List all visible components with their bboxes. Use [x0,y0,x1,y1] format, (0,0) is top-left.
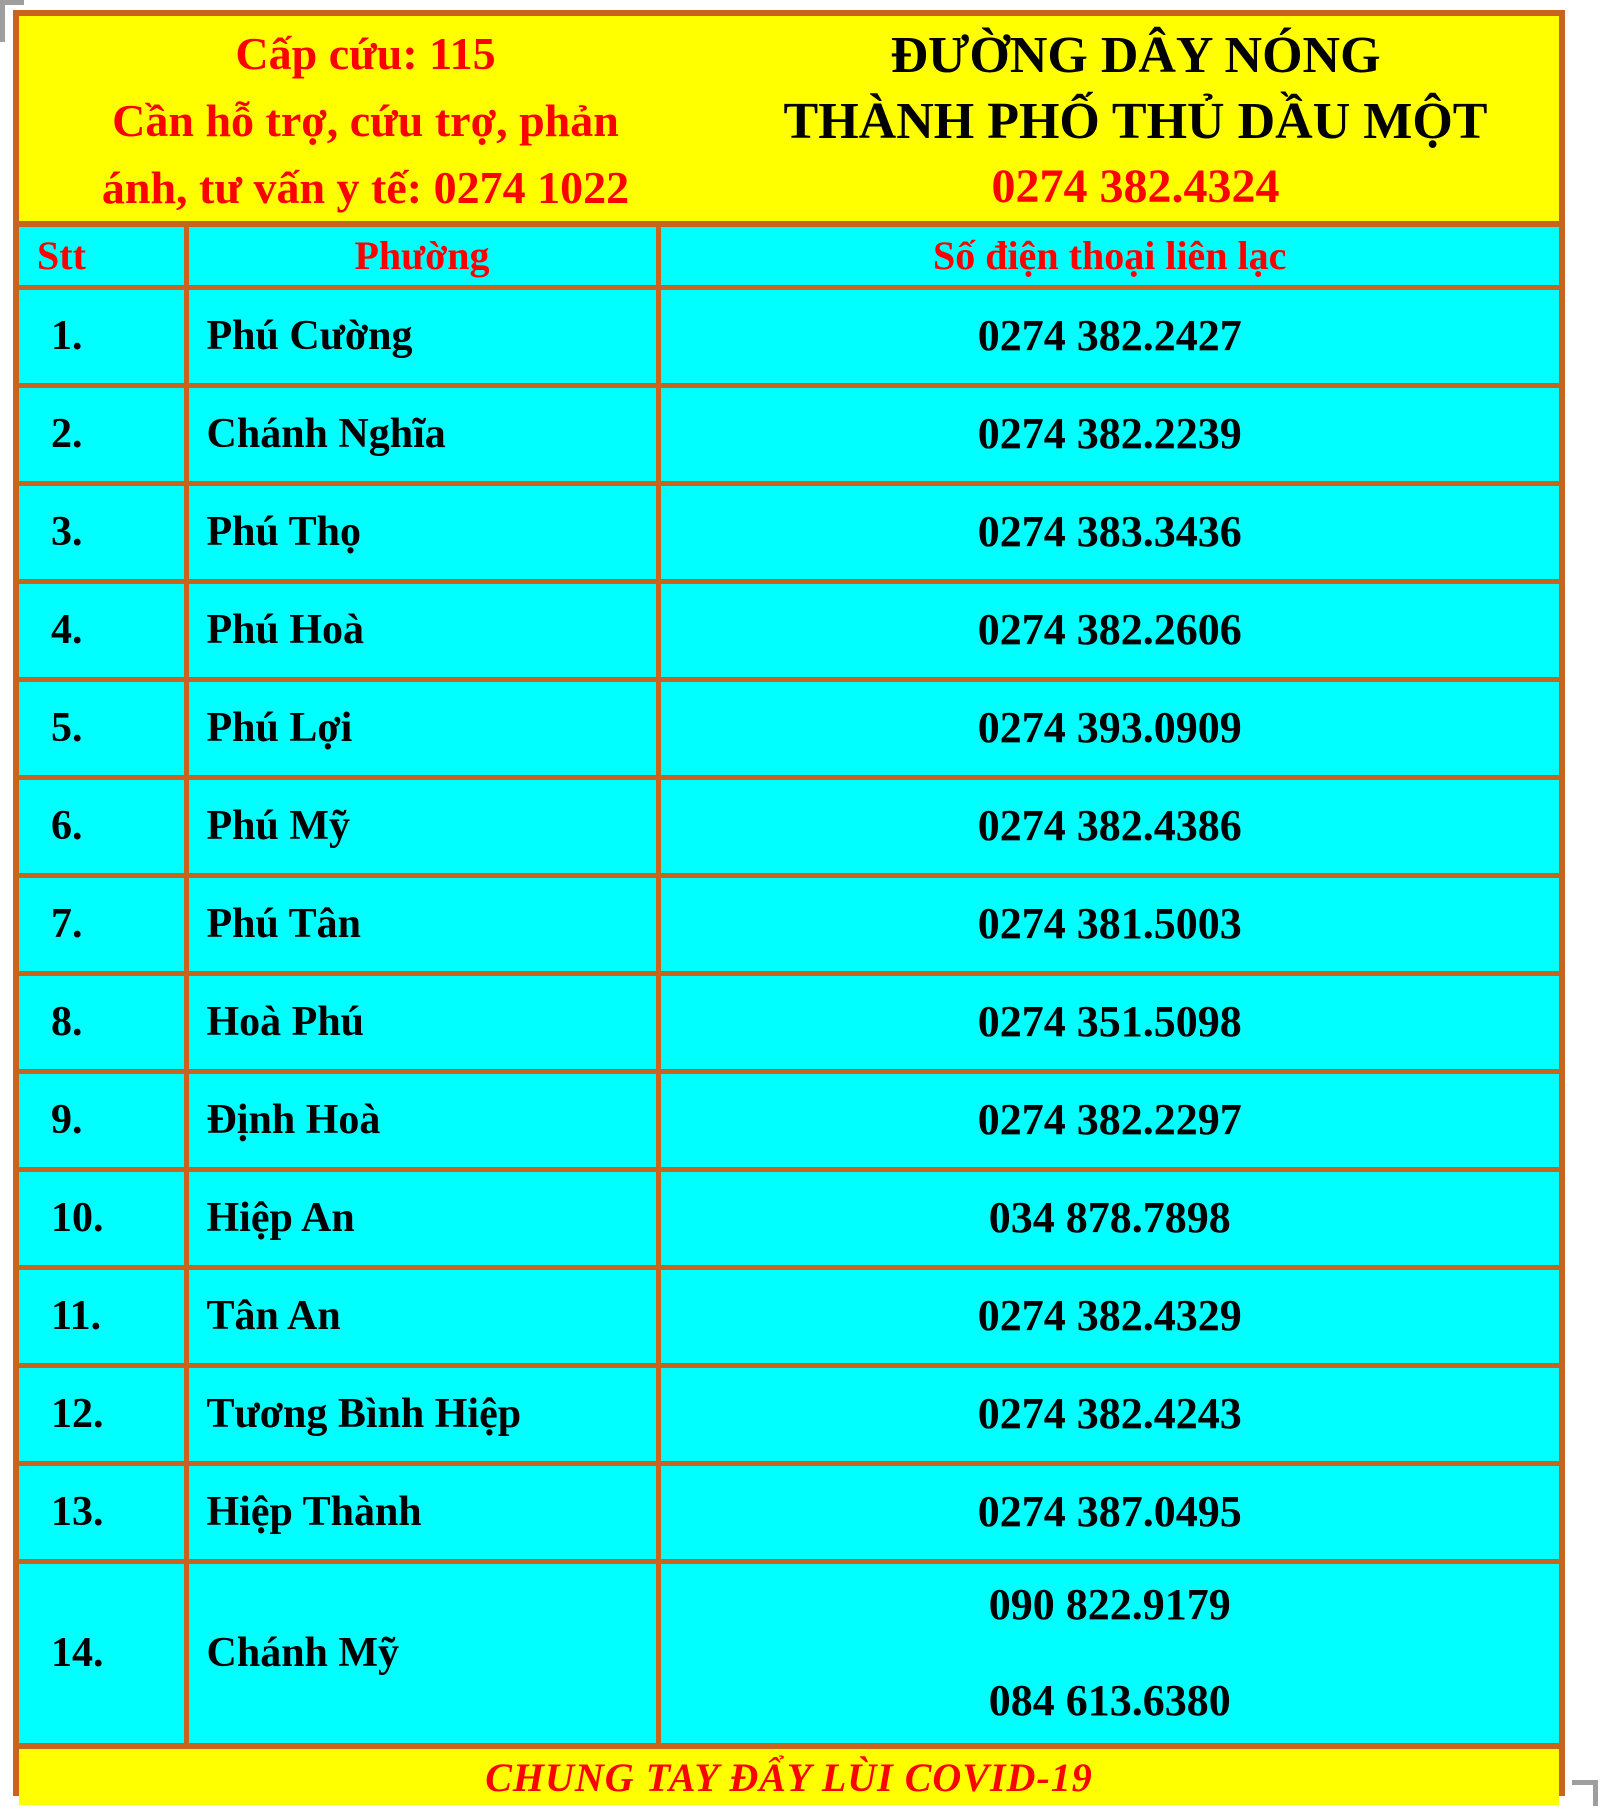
table-row: 9. Định Hoà 0274 382.2297 [19,1068,1559,1172]
table-row: 1. Phú Cường 0274 382.2427 [19,284,1559,388]
phone-number: 0274 393.0909 [977,702,1242,752]
phone-number: 0274 382.2427 [977,310,1242,360]
row-ward-name: Định Hoà [183,1068,661,1172]
covid-slogan: CHUNG TAY ĐẨY LÙI COVID-19 [485,1754,1093,1800]
table-row: 5. Phú Lợi 0274 393.0909 [19,676,1559,780]
hotline-table-body: 1. Phú Cường 0274 382.2427 2. Chánh Nghĩa 027… [19,284,1559,1743]
table-row: 8. Hoà Phú 0274 351.5098 [19,970,1559,1074]
row-ward-name: Chánh Mỹ [183,1558,661,1743]
row-index: 12. [19,1362,189,1466]
bottom-banner: CHUNG TAY ĐẨY LÙI COVID-19 [19,1743,1559,1805]
phone-number: 0274 351.5098 [977,996,1242,1046]
row-ward-name: Tương Bình Hiệp [183,1362,661,1466]
emergency-line-1: Cấp cứu: 115 [235,28,496,79]
row-index: 10. [19,1166,189,1270]
phone-number: 0274 383.3436 [977,506,1242,556]
emergency-line-3: ánh, tư vấn y tế: 0274 1022 [101,162,630,213]
row-index: 5. [19,676,189,780]
hotline-poster: Cấp cứu: 115 Cần hỗ trợ, cứu trợ, phản á… [13,10,1565,1805]
row-phone-cell: 0274 351.5098 [655,970,1559,1074]
table-row: 11. Tân An 0274 382.4329 [19,1264,1559,1368]
top-banner: Cấp cứu: 115 Cần hỗ trợ, cứu trợ, phản á… [19,16,1559,227]
table-row: 4. Phú Hoà 0274 382.2606 [19,578,1559,682]
phone-number: 084 613.6380 [988,1676,1231,1726]
row-phone-cell: 0274 381.5003 [655,872,1559,976]
row-ward-name: Phú Cường [183,284,661,388]
row-phone-cell: 0274 382.2606 [655,578,1559,682]
row-index: 8. [19,970,189,1074]
phone-number: 0274 382.2297 [977,1094,1242,1144]
row-phone-cell: 090 822.9179 084 613.6380 [655,1558,1559,1743]
row-phone-cell: 0274 382.2239 [655,382,1559,486]
table-row: 10. Hiệp An 034 878.7898 [19,1166,1559,1270]
phone-number: 0274 382.4386 [977,800,1242,850]
row-ward-name: Tân An [183,1264,661,1368]
table-header-row: Stt Phường Số điện thoại liên lạc [19,227,1559,290]
row-index: 3. [19,480,189,584]
phone-number: 0274 381.5003 [977,898,1242,948]
table-header: Stt Phường Số điện thoại liên lạc [19,227,1559,290]
column-header-ward: Phường [183,227,661,290]
table-row: 3. Phú Thọ 0274 383.3436 [19,480,1559,584]
row-index: 7. [19,872,189,976]
phone-number: 090 822.9179 [988,1579,1231,1629]
row-index: 1. [19,284,189,388]
row-ward-name: Hiệp An [183,1166,661,1270]
phone-number: 0274 382.4243 [977,1388,1242,1438]
emergency-info-block: Cấp cứu: 115 Cần hỗ trợ, cứu trợ, phản á… [19,16,712,221]
row-phone-cell: 0274 382.4386 [655,774,1559,878]
row-phone-cell: 034 878.7898 [655,1166,1559,1270]
table-row: 14. Chánh Mỹ 090 822.9179 084 613.6380 [19,1558,1559,1743]
table-row: 7. Phú Tân 0274 381.5003 [19,872,1559,976]
table-row: 12. Tương Bình Hiệp 0274 382.4243 [19,1362,1559,1466]
row-phone-cell: 0274 387.0495 [655,1460,1559,1564]
row-ward-name: Chánh Nghĩa [183,382,661,486]
row-ward-name: Phú Tân [183,872,661,976]
city-hotline-block: ĐƯỜNG DÂY NÓNG THÀNH PHỐ THỦ DẦU MỘT 027… [712,19,1559,219]
phone-number: 0274 382.4329 [977,1290,1242,1340]
table-row: 2. Chánh Nghĩa 0274 382.2239 [19,382,1559,486]
column-header-stt: Stt [19,227,189,290]
row-phone-cell: 0274 382.2427 [655,284,1559,388]
row-ward-name: Phú Thọ [183,480,661,584]
row-index: 2. [19,382,189,486]
crop-mark-top-left [0,0,24,42]
row-phone-cell: 0274 383.3436 [655,480,1559,584]
row-phone-cell: 0274 382.2297 [655,1068,1559,1172]
emergency-line-2: Cần hỗ trợ, cứu trợ, phản [112,95,619,146]
hotline-phone-number: 0274 382.4324 [991,159,1280,213]
row-phone-cell: 0274 382.4329 [655,1264,1559,1368]
row-phone-cell: 0274 393.0909 [655,676,1559,780]
phone-number: 034 878.7898 [988,1192,1231,1242]
row-index: 11. [19,1264,189,1368]
ward-hotline-table: Stt Phường Số điện thoại liên lạc 1. Phú … [19,227,1559,1743]
table-row: 13. Hiệp Thành 0274 387.0495 [19,1460,1559,1564]
table-row: 6. Phú Mỹ 0274 382.4386 [19,774,1559,878]
row-index: 14. [19,1558,189,1743]
row-ward-name: Hoà Phú [183,970,661,1074]
row-phone-cell: 0274 382.4243 [655,1362,1559,1466]
row-ward-name: Phú Lợi [183,676,661,780]
row-ward-name: Hiệp Thành [183,1460,661,1564]
phone-number: 0274 382.2606 [977,604,1242,654]
hotline-title-line-1: ĐƯỜNG DÂY NÓNG [890,26,1381,84]
row-ward-name: Phú Hoà [183,578,661,682]
phone-number: 0274 382.2239 [977,408,1242,458]
row-index: 9. [19,1068,189,1172]
row-ward-name: Phú Mỹ [183,774,661,878]
column-header-phone: Số điện thoại liên lạc [655,227,1559,290]
row-index: 13. [19,1460,189,1564]
row-index: 4. [19,578,189,682]
crop-mark-bottom-right [1572,1780,1598,1806]
hotline-title-line-2: THÀNH PHỐ THỦ DẦU MỘT [783,92,1488,150]
row-index: 6. [19,774,189,878]
phone-number: 0274 387.0495 [977,1486,1242,1536]
